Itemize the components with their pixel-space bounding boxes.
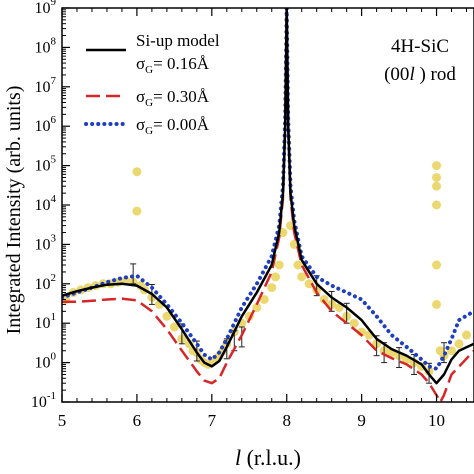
x-axis-label-italic: l bbox=[235, 445, 241, 470]
x-axis-label-rest: (r.l.u.) bbox=[241, 445, 301, 470]
y-axis-label: Integrated Intensity (arb. units) bbox=[3, 86, 25, 335]
scatter-point bbox=[162, 311, 172, 321]
scatter-point bbox=[349, 318, 359, 328]
legend-label-0: Si-up model bbox=[136, 31, 220, 50]
x-tick-label: 7 bbox=[208, 411, 217, 430]
scatter-point bbox=[274, 260, 284, 270]
y-tick-label: 101 bbox=[35, 311, 57, 332]
annotation-line2-italic: l bbox=[409, 64, 414, 85]
legend-label-1: σG= 0.16Å bbox=[136, 54, 210, 76]
scatter-point bbox=[270, 272, 280, 282]
scatter-point bbox=[432, 260, 442, 270]
y-tick-label: 107 bbox=[35, 75, 57, 96]
scatter-point bbox=[259, 294, 269, 304]
y-tick-label: 10-1 bbox=[31, 390, 56, 411]
x-axis-label: l (r.l.u.) bbox=[235, 445, 301, 470]
scatter-point bbox=[267, 283, 277, 293]
legend-label-2: σG= 0.30Å bbox=[136, 87, 210, 109]
scatter-point bbox=[432, 172, 442, 182]
annotation-line2-post: ) rod bbox=[415, 64, 457, 85]
x-tick-label: 5 bbox=[58, 411, 67, 430]
x-tick-label: 8 bbox=[282, 411, 291, 430]
scatter-point bbox=[169, 322, 179, 332]
error-bar bbox=[328, 290, 335, 312]
annotation-line2: (00l ) rod bbox=[384, 64, 456, 85]
series-line-dotted bbox=[62, 8, 474, 371]
x-tick-label: 6 bbox=[133, 411, 142, 430]
annotation-line2-pre: (00 bbox=[384, 64, 409, 85]
x-tick-label: 9 bbox=[357, 411, 366, 430]
scatter-point bbox=[252, 303, 262, 313]
x-tick-label: 10 bbox=[428, 411, 445, 430]
y-tick-label: 104 bbox=[35, 193, 57, 214]
scatter-point bbox=[278, 228, 288, 238]
scatter-point bbox=[454, 339, 464, 349]
error-bar bbox=[396, 347, 403, 369]
y-tick-label: 108 bbox=[35, 35, 57, 56]
legend-label-3: σG= 0.00Å bbox=[136, 115, 210, 137]
scatter-point bbox=[293, 260, 303, 270]
annotation-line1: 4H-SiC bbox=[391, 36, 449, 57]
scatter-point bbox=[432, 200, 442, 210]
y-tick-label: 109 bbox=[35, 0, 57, 17]
y-tick-label: 100 bbox=[35, 351, 57, 372]
y-tick-label: 102 bbox=[35, 272, 57, 293]
legend: Si-up model σG= 0.16Å σG= 0.30Å σG= 0.00… bbox=[84, 31, 220, 137]
y-tick-label: 105 bbox=[35, 154, 57, 175]
scatter-point bbox=[319, 294, 329, 304]
y-tick-label: 103 bbox=[35, 232, 57, 253]
scatter-point bbox=[432, 181, 442, 191]
scatter-point bbox=[132, 206, 142, 216]
scatter-point bbox=[297, 272, 307, 282]
series-line-solid bbox=[62, 8, 474, 385]
scatter-point bbox=[462, 330, 472, 340]
scatter-point bbox=[304, 279, 314, 289]
scatter-point bbox=[432, 299, 442, 309]
scatter-point bbox=[432, 161, 442, 171]
scatter-point bbox=[132, 167, 142, 177]
y-tick-label: 106 bbox=[35, 114, 57, 135]
